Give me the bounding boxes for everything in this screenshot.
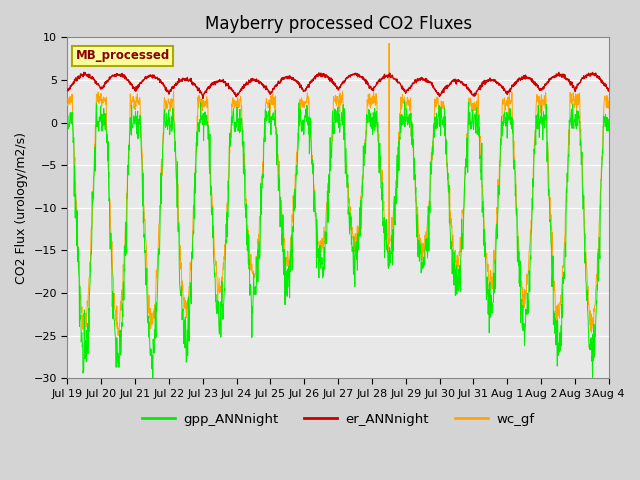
Text: MB_processed: MB_processed	[76, 49, 170, 62]
Legend: gpp_ANNnight, er_ANNnight, wc_gf: gpp_ANNnight, er_ANNnight, wc_gf	[137, 408, 540, 431]
Title: Mayberry processed CO2 Fluxes: Mayberry processed CO2 Fluxes	[205, 15, 472, 33]
Y-axis label: CO2 Flux (urology/m2/s): CO2 Flux (urology/m2/s)	[15, 132, 28, 284]
